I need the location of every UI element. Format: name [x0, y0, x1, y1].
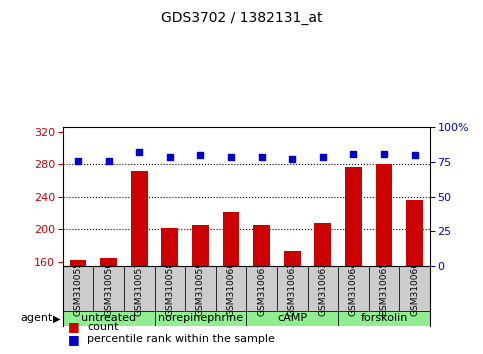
- Text: GSM310063: GSM310063: [318, 261, 327, 316]
- Text: GSM310059: GSM310059: [196, 261, 205, 316]
- Bar: [192, 225, 209, 266]
- Point: [319, 154, 327, 159]
- Point: [197, 152, 204, 158]
- Bar: [223, 212, 240, 266]
- Text: GSM310064: GSM310064: [349, 261, 358, 316]
- Point: [411, 152, 418, 158]
- Bar: [246, 311, 338, 326]
- Bar: [216, 266, 246, 311]
- Point: [258, 154, 266, 159]
- Bar: [246, 266, 277, 311]
- Bar: [155, 266, 185, 311]
- Point: [350, 151, 357, 156]
- Text: GDS3702 / 1382131_at: GDS3702 / 1382131_at: [161, 11, 322, 25]
- Bar: [253, 225, 270, 266]
- Text: agent: agent: [21, 313, 53, 323]
- Text: GSM310055: GSM310055: [73, 261, 83, 316]
- Text: GSM310061: GSM310061: [257, 261, 266, 316]
- Bar: [308, 266, 338, 311]
- Text: ■: ■: [68, 320, 79, 333]
- Bar: [345, 167, 362, 266]
- Point: [135, 150, 143, 155]
- Point: [166, 154, 174, 159]
- Text: ■: ■: [68, 333, 79, 346]
- Text: norepinephrine: norepinephrine: [158, 313, 243, 323]
- Text: GSM310062: GSM310062: [288, 261, 297, 316]
- Bar: [406, 200, 423, 266]
- Bar: [376, 164, 392, 266]
- Text: forskolin: forskolin: [360, 313, 408, 323]
- Bar: [161, 228, 178, 266]
- Bar: [131, 171, 148, 266]
- Point: [105, 158, 113, 164]
- Point: [74, 158, 82, 164]
- Text: ▶: ▶: [53, 313, 60, 323]
- Text: cAMP: cAMP: [277, 313, 307, 323]
- Text: GSM310057: GSM310057: [135, 261, 144, 316]
- Bar: [369, 266, 399, 311]
- Bar: [155, 311, 246, 326]
- Bar: [63, 266, 93, 311]
- Bar: [338, 311, 430, 326]
- Text: count: count: [87, 322, 118, 332]
- Bar: [314, 223, 331, 266]
- Text: percentile rank within the sample: percentile rank within the sample: [87, 334, 275, 344]
- Bar: [277, 266, 308, 311]
- Bar: [399, 266, 430, 311]
- Bar: [284, 251, 300, 266]
- Bar: [63, 311, 155, 326]
- Point: [380, 151, 388, 156]
- Bar: [93, 266, 124, 311]
- Text: untreated: untreated: [81, 313, 136, 323]
- Bar: [70, 259, 86, 266]
- Bar: [100, 258, 117, 266]
- Text: GSM310066: GSM310066: [410, 261, 419, 316]
- Text: GSM310058: GSM310058: [165, 261, 174, 316]
- Text: GSM310060: GSM310060: [227, 261, 236, 316]
- Text: GSM310056: GSM310056: [104, 261, 113, 316]
- Point: [288, 156, 296, 162]
- Text: GSM310065: GSM310065: [380, 261, 388, 316]
- Point: [227, 154, 235, 159]
- Bar: [338, 266, 369, 311]
- Bar: [185, 266, 216, 311]
- Bar: [124, 266, 155, 311]
